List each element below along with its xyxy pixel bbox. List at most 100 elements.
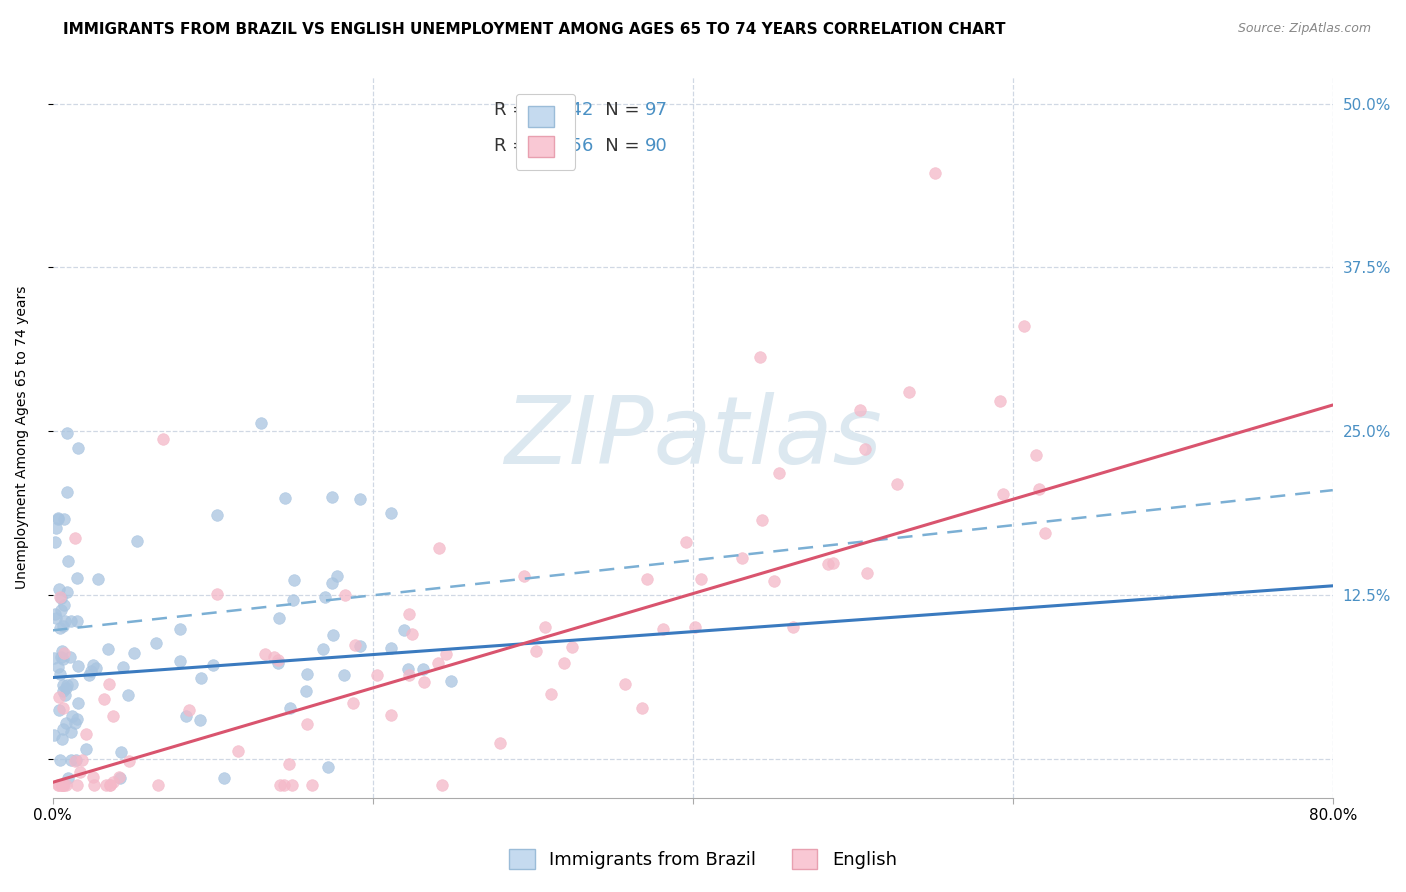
Point (82, 658, 104, 673)
Text: 97: 97 (645, 101, 668, 119)
Point (48, 778, 70, 792)
Point (380, 707, 402, 722)
Point (731, 550, 754, 565)
Point (87, 572, 110, 586)
Point (51, 778, 73, 792)
Point (295, 666, 318, 681)
Point (396, 662, 419, 676)
Point (52, 678, 75, 692)
Point (52, 778, 75, 792)
Point (427, 541, 450, 555)
Point (762, 574, 785, 588)
Point (212, 771, 235, 785)
Point (267, 656, 290, 670)
Point (898, 385, 921, 400)
Point (1012, 319, 1035, 334)
Point (652, 622, 675, 636)
Point (283, 592, 305, 607)
Point (63, 754, 86, 768)
Point (366, 668, 388, 682)
Point (342, 696, 364, 710)
Point (118, 754, 141, 768)
Point (333, 667, 356, 681)
Point (613, 677, 636, 691)
Point (55, 715, 77, 730)
Point (512, 569, 534, 583)
Point (326, 568, 349, 582)
Point (51, 778, 73, 792)
Point (202, 658, 225, 673)
Point (75, 727, 97, 741)
Point (59, 614, 82, 628)
Point (1033, 526, 1056, 541)
Point (335, 588, 357, 602)
Point (48, 690, 70, 704)
Point (75, 741, 97, 756)
Point (60, 677, 83, 691)
Point (1025, 448, 1047, 462)
Point (314, 590, 336, 604)
Point (42, 728, 65, 742)
Point (145, 636, 167, 650)
Point (49, 650, 72, 665)
Point (51, 644, 73, 658)
Point (269, 778, 291, 792)
Point (45, 521, 67, 535)
Point (226, 744, 249, 758)
Text: 0.556: 0.556 (543, 136, 595, 155)
Point (190, 671, 212, 685)
Legend: Immigrants from Brazil, English: Immigrants from Brazil, English (501, 839, 905, 879)
Point (321, 575, 343, 590)
Point (924, 166, 946, 180)
Point (59, 650, 82, 665)
Point (93, 692, 115, 706)
Point (66, 658, 89, 673)
Point (152, 432, 174, 446)
Point (44, 607, 66, 622)
Point (321, 490, 343, 504)
Point (52, 778, 75, 792)
Point (52, 701, 75, 715)
Point (174, 708, 197, 723)
Point (991, 487, 1014, 501)
Text: R =: R = (495, 136, 533, 155)
Point (489, 735, 512, 749)
Point (66, 571, 89, 585)
Point (46, 659, 69, 673)
Point (205, 508, 228, 523)
Point (401, 626, 423, 640)
Point (817, 557, 839, 571)
Point (60, 709, 83, 723)
Point (49, 753, 72, 767)
Point (392, 624, 415, 638)
Point (823, 556, 845, 570)
Point (65, 753, 87, 767)
Point (561, 640, 583, 654)
Point (636, 572, 658, 586)
Point (412, 675, 434, 690)
Point (48, 703, 70, 717)
Point (294, 684, 316, 698)
Point (46, 511, 69, 525)
Point (97, 641, 120, 656)
Point (60, 753, 83, 767)
Point (553, 656, 575, 670)
Point (103, 709, 125, 723)
Point (59, 724, 82, 739)
Point (63, 716, 86, 731)
Point (56, 772, 79, 786)
Point (349, 491, 371, 506)
Point (274, 491, 297, 506)
Point (856, 566, 879, 581)
Point (1028, 482, 1050, 496)
Point (380, 506, 402, 520)
Point (67, 696, 90, 710)
Point (434, 647, 457, 661)
Point (748, 350, 770, 364)
Point (66, 778, 89, 792)
Point (77, 667, 100, 681)
Point (398, 668, 420, 682)
Point (108, 772, 131, 786)
Text: 90: 90 (645, 136, 668, 155)
Point (886, 476, 908, 491)
